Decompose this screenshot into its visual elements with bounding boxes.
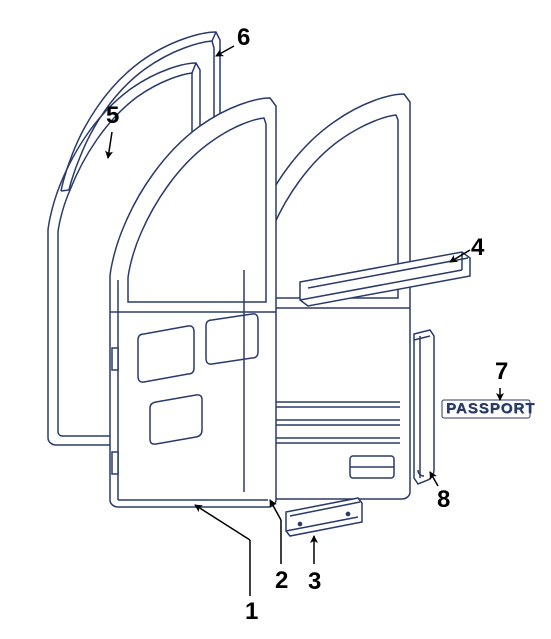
callout-3: 3 [308,568,321,596]
callout-7: 7 [495,358,508,386]
part-inner-door-frame [110,98,276,507]
callout-4: 4 [471,234,484,262]
callout-2: 2 [275,567,288,595]
part-lower-molding [286,498,362,536]
diagram-svg [0,0,551,639]
parts-diagram: 1 2 3 4 5 6 7 8 PASSPORT [0,0,551,639]
part-rear-edge-guard [414,330,434,484]
callout-5: 5 [106,102,119,130]
callout-6: 6 [237,24,250,52]
passport-nameplate-text: PASSPORT [446,400,535,417]
callout-8: 8 [437,486,450,514]
callout-1: 1 [245,598,258,626]
